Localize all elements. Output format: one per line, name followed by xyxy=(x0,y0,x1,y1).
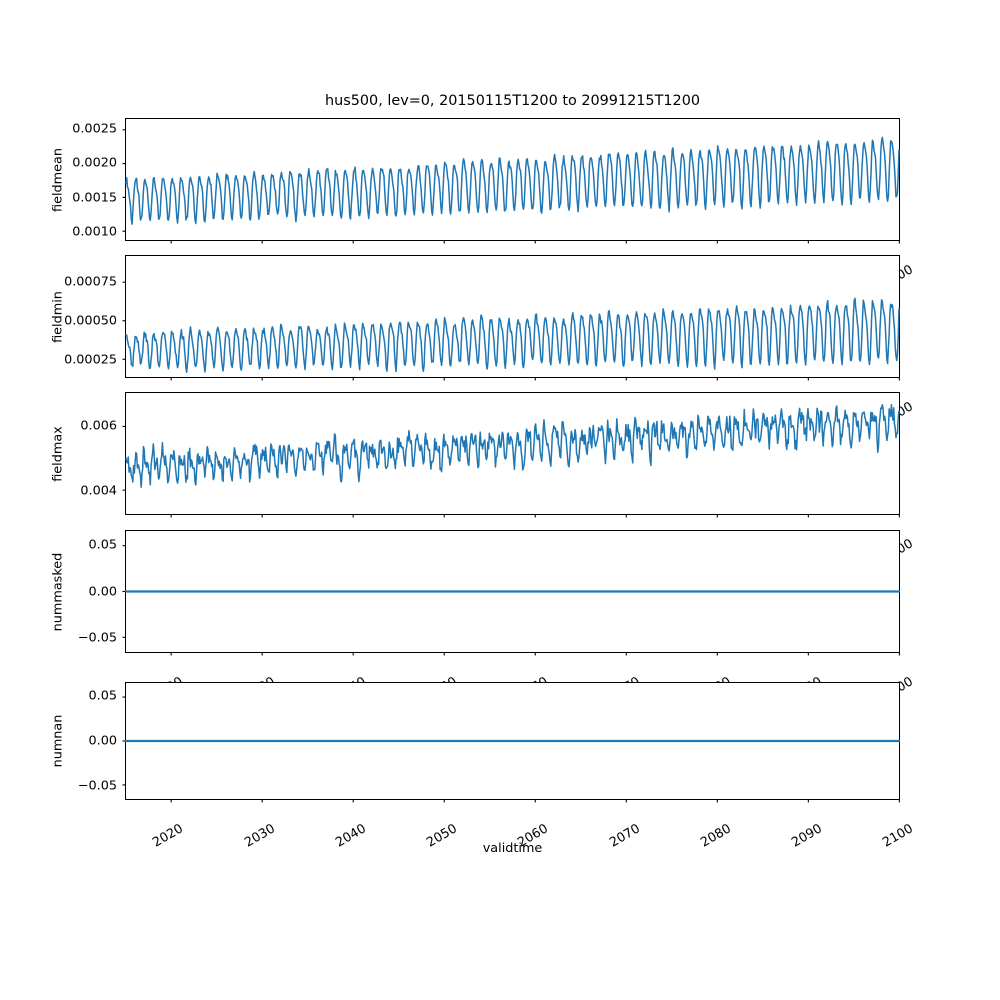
y-axis-ticks-numnan: −0.05 0.00 0.05 xyxy=(33,682,117,800)
y-axis-label-numnan: numnan xyxy=(50,714,66,768)
x-axis-label: validtime xyxy=(482,841,543,856)
y-tick-label: 0.00025 xyxy=(64,352,117,368)
y-tick-label: 0.0020 xyxy=(72,155,117,171)
y-tick-label: 0.0025 xyxy=(72,121,117,137)
y-axis-label-fieldmean: fieldmean xyxy=(50,147,66,212)
y-axis-label-fieldmax: fieldmax xyxy=(50,425,66,482)
y-tick-label: 0.05 xyxy=(88,537,118,553)
y-axis-label-nummasked: nummasked xyxy=(50,552,66,631)
y-tick-label: 0.004 xyxy=(80,483,117,499)
page-title: hus500, lev=0, 20150115T1200 to 20991215… xyxy=(325,93,700,109)
y-axis-ticks-fieldmean: 0.0010 0.0015 0.0020 0.0025 xyxy=(33,118,117,241)
data-line-fieldmean xyxy=(126,137,899,224)
y-axis-ticks-nummasked: −0.05 0.00 0.05 xyxy=(33,530,117,653)
plot-area-fieldmean xyxy=(126,119,899,240)
plot-area-nummasked xyxy=(126,531,899,652)
subplot-fieldmax xyxy=(125,392,900,515)
plot-area-numnan xyxy=(126,683,899,799)
y-tick-label: 0.0015 xyxy=(72,190,117,206)
subplot-numnan xyxy=(125,682,900,800)
subplot-fieldmean xyxy=(125,118,900,241)
data-line-fieldmax xyxy=(126,405,899,487)
y-axis-ticks-fieldmin: 0.00025 0.00050 0.00075 xyxy=(33,255,117,378)
y-tick-label: 0.00050 xyxy=(64,313,117,329)
y-tick-label: 0.00075 xyxy=(64,274,117,290)
plot-area-fieldmin xyxy=(126,256,899,377)
plot-area-fieldmax xyxy=(126,393,899,514)
subplot-nummasked xyxy=(125,530,900,653)
data-line-fieldmin xyxy=(126,298,899,372)
y-axis-ticks-fieldmax: 0.004 0.006 xyxy=(33,392,117,515)
y-tick-label: 0.05 xyxy=(88,688,118,704)
y-tick-label: 0.00 xyxy=(88,733,118,749)
y-tick-label: −0.05 xyxy=(77,630,117,646)
y-tick-label: 0.0010 xyxy=(72,224,117,240)
y-tick-label: −0.05 xyxy=(77,778,117,794)
y-tick-label: 0.00 xyxy=(88,584,118,599)
y-axis-label-fieldmin: fieldmin xyxy=(50,290,66,343)
subplot-fieldmin xyxy=(125,255,900,378)
y-tick-label: 0.006 xyxy=(80,418,117,434)
